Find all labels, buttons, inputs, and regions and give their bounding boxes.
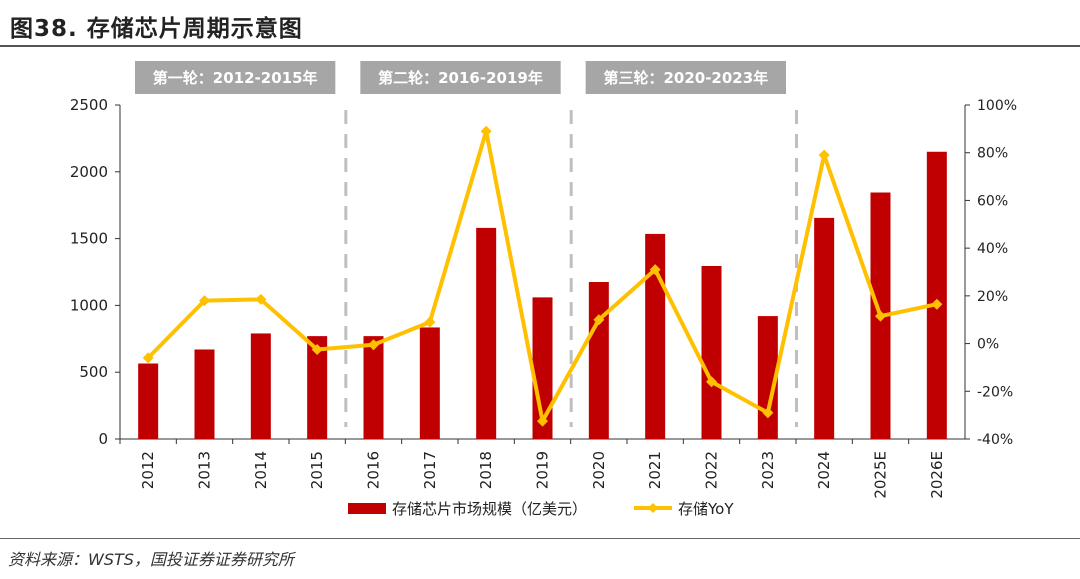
x-tick-label: 2021 xyxy=(646,451,664,489)
bar xyxy=(307,336,328,439)
bar xyxy=(194,349,215,439)
bar xyxy=(138,363,159,439)
yoy-point xyxy=(424,316,436,328)
bar xyxy=(926,151,947,439)
x-tick-label: 2019 xyxy=(534,451,552,489)
y-tick-label-left: 2000 xyxy=(70,163,108,181)
yoy-point xyxy=(931,298,943,310)
yoy-point xyxy=(875,310,886,322)
legend-bar-label: 存储芯片市场规模（亿美元） xyxy=(392,500,587,518)
yoy-point xyxy=(255,293,267,305)
bar xyxy=(588,282,609,439)
x-tick-label: 2023 xyxy=(759,451,777,489)
bar xyxy=(250,333,271,439)
bar xyxy=(814,217,835,439)
y-tick-label-right: 40% xyxy=(977,241,1008,257)
y-tick-label-left: 1000 xyxy=(70,296,108,314)
cycle-label: 第一轮：2012-2015年 xyxy=(153,69,318,87)
y-tick-label-left: 1500 xyxy=(70,230,108,248)
y-tick-label-right: 60% xyxy=(977,193,1008,209)
x-tick-label: 2013 xyxy=(196,451,214,489)
legend-bar-swatch xyxy=(348,503,386,514)
cycle-label: 第三轮：2020-2023年 xyxy=(603,69,768,87)
yoy-point xyxy=(593,314,605,326)
yoy-point xyxy=(199,295,210,307)
yoy-point xyxy=(368,339,379,351)
bar xyxy=(701,265,722,439)
yoy-point xyxy=(706,376,717,388)
legend-line-label: 存储YoY xyxy=(678,500,734,518)
x-tick-label: 2020 xyxy=(590,451,608,489)
cycle-box xyxy=(135,61,336,94)
figure-title: 图38. 存储芯片周期示意图 xyxy=(10,16,303,42)
yoy-point xyxy=(537,415,548,427)
chart-svg: 0 500 1000 1500 2000 2500 -40% -20% 0% 20% 40% 60% 8… xyxy=(70,61,1017,518)
bar xyxy=(419,327,440,439)
x-tick-label: 2017 xyxy=(421,451,439,489)
y-tick-label-right: -40% xyxy=(977,432,1013,448)
yoy-point xyxy=(649,264,661,276)
y-tick-label-left: 2500 xyxy=(70,96,108,114)
cycle-label: 第二轮：2016-2019年 xyxy=(378,69,543,87)
yoy-point xyxy=(311,344,323,356)
x-tick-label: 2014 xyxy=(252,451,270,489)
x-tick-label: 2026E xyxy=(928,451,946,499)
x-tick-label: 2024 xyxy=(815,451,833,489)
y-tick-label-left: 500 xyxy=(79,363,108,381)
x-tick-label: 2022 xyxy=(703,451,721,489)
cycle-box xyxy=(360,61,561,94)
x-tick-label: 2025E xyxy=(872,451,890,499)
y-tick-label-right: 100% xyxy=(977,98,1017,114)
yoy-point xyxy=(142,352,154,364)
x-tick-label: 2018 xyxy=(477,451,495,489)
bar xyxy=(476,227,497,439)
x-tick-label: 2015 xyxy=(308,451,326,489)
bar xyxy=(645,233,666,439)
y-tick-label-right: -20% xyxy=(977,384,1013,400)
x-tick-label: 2016 xyxy=(365,451,383,489)
bar xyxy=(363,336,384,439)
y-tick-label-left: 0 xyxy=(98,430,108,448)
yoy-point xyxy=(762,407,774,419)
cycle-box xyxy=(585,61,786,94)
source-note: 资料来源：WSTS，国投证券证券研究所 xyxy=(8,550,294,569)
yoy-point xyxy=(818,149,830,161)
yoy-point xyxy=(480,125,492,137)
y-tick-label-right: 0% xyxy=(977,337,999,353)
x-tick-label: 2012 xyxy=(139,451,157,489)
source-rule xyxy=(0,538,1080,539)
y-tick-label-right: 80% xyxy=(977,146,1008,162)
y-tick-label-right: 20% xyxy=(977,289,1008,305)
title-rule xyxy=(0,45,1080,47)
legend-line-marker xyxy=(648,503,658,513)
